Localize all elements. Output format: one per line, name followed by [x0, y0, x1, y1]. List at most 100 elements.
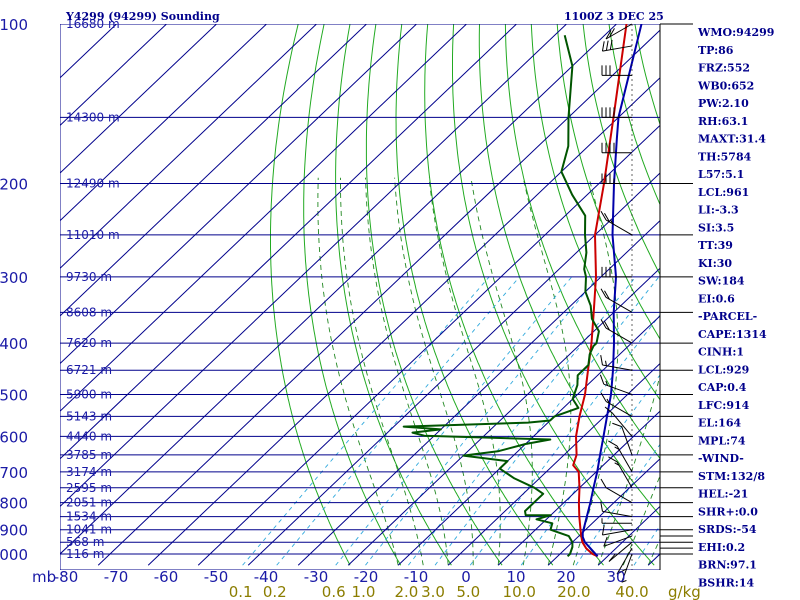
stability-index: WB0:652	[697, 79, 754, 92]
stability-index: RH:63.1	[698, 115, 748, 128]
height-label: 116 m	[66, 547, 104, 561]
wind-barb	[601, 266, 632, 278]
moist-adiabat	[340, 177, 424, 566]
height-label: 12490 m	[66, 177, 120, 191]
stability-index: LI:-3.3	[698, 204, 739, 217]
moist-adiabat	[597, 373, 660, 566]
stability-index: STM:132/8	[698, 470, 765, 483]
wind-barb-feather	[600, 355, 603, 366]
wind-barb-feather	[600, 478, 607, 488]
wind-barb-staff	[605, 23, 633, 40]
wind-barb-feather	[608, 553, 616, 562]
height-label: 9730 m	[66, 270, 112, 284]
wind-barb-feather	[609, 39, 613, 50]
pressure-tick-label: 700	[0, 464, 28, 482]
wind-barb-feather	[600, 319, 607, 329]
wind-barb-feather	[614, 462, 620, 466]
wind-barb-staff	[605, 327, 633, 344]
wind-barb-feather	[609, 28, 615, 38]
height-label: 7620 m	[66, 336, 112, 350]
wind-barb-feather	[604, 406, 614, 414]
wind-barb	[601, 518, 632, 524]
height-labels: 16680 m 14300 m 12490 m 11010 m 9730 m 8608 m…	[66, 17, 120, 561]
pressure-tick-label: 500	[0, 386, 28, 404]
stability-index: KI:30	[698, 257, 732, 270]
isotherm	[60, 24, 468, 412]
pressure-tick-label: 300	[0, 269, 28, 287]
dry-adiabat	[452, 24, 655, 566]
wind-barb-staff	[605, 487, 633, 504]
dry-adiabat	[424, 24, 604, 566]
observation-time: 1100Z 3 DEC 25	[564, 10, 664, 23]
stability-index: PW:2.10	[698, 97, 749, 110]
wind-barb	[603, 535, 633, 547]
wind-barb-feather	[600, 501, 603, 512]
temp-tick-label: 0	[461, 568, 471, 586]
stability-index: LCL:929	[698, 363, 749, 376]
height-label: 3785 m	[66, 448, 112, 462]
axis-labels: 1002003004005006007008009001000mb-80-70-…	[0, 16, 701, 600]
wind-barb	[600, 392, 633, 417]
mixing-ratio-line	[242, 276, 490, 566]
wind-barb	[608, 440, 633, 473]
stability-index: SRDS:-54	[698, 523, 757, 536]
wind-barb-feather	[606, 398, 610, 404]
wind-barb-staff	[602, 45, 633, 52]
stability-index: -PARCEL-	[698, 310, 757, 323]
wind-barb-feather	[608, 456, 618, 463]
stability-index: TH:5784	[698, 150, 752, 163]
wind-barb	[605, 23, 633, 40]
mixing-ratio-tick-label: 20.0	[557, 583, 590, 600]
wind-barb-feather	[600, 392, 607, 402]
pressure-tick-label: 400	[0, 335, 28, 353]
wind-barb	[600, 355, 633, 371]
wind-barb-staff	[602, 529, 633, 536]
wind-barb	[601, 107, 632, 118]
moist-adiabat	[470, 177, 533, 566]
stability-index: LFC:914	[698, 399, 750, 412]
wind-barb	[601, 65, 632, 76]
wind-barb	[612, 422, 633, 456]
stability-index: EHI:0.2	[698, 541, 745, 554]
stability-index: CAPE:1314	[698, 328, 767, 341]
dry-adiabat	[530, 24, 660, 401]
wind-barb-staff	[602, 364, 633, 371]
height-label: 1041 m	[66, 523, 112, 537]
pressure-tick-label: 600	[0, 428, 28, 446]
wind-barb-staff	[616, 547, 633, 575]
mixing-ratio-tick-label: 3.0	[421, 583, 445, 600]
wind-barb	[601, 525, 633, 536]
wind-barb	[600, 478, 633, 504]
mixing-ratio-tick-label: 0.1	[229, 583, 253, 600]
pressure-tick-label: 100	[0, 16, 28, 34]
stability-index: BSHR:14	[698, 576, 754, 589]
stability-index: SHR+:0.0	[698, 505, 758, 518]
stability-index: SW:184	[698, 275, 745, 288]
height-label: 3174 m	[66, 465, 112, 479]
dry-adiabat	[478, 24, 660, 517]
wind-barb-staff	[608, 541, 633, 562]
moist-adiabat	[622, 474, 660, 566]
dewpoint-profile	[402, 34, 600, 558]
temp-tick-label: -30	[304, 568, 329, 586]
pressure-tick-label: 800	[0, 495, 28, 513]
moist-adiabat	[522, 177, 572, 566]
wind-barb-staff	[616, 445, 633, 473]
stability-index: MAXT:31.4	[698, 133, 766, 146]
height-label: 16680 m	[66, 17, 120, 31]
moist-adiabat	[394, 177, 474, 566]
wind-barb-column	[599, 23, 633, 583]
stability-index: BRN:97.1	[698, 559, 757, 572]
height-label: 6721 m	[66, 363, 112, 377]
wind-barb-feather	[614, 446, 620, 450]
mixing-ratio-tick-label: 5.0	[456, 583, 480, 600]
stability-index: TP:86	[698, 44, 734, 57]
wind-barb-feather	[600, 288, 607, 298]
wind-barb-feather	[604, 212, 610, 223]
mixing-ratio-tick-label: 0.2	[263, 583, 287, 600]
isotherm	[547, 458, 660, 566]
wind-barb	[600, 501, 633, 518]
dry-adiabat	[303, 24, 402, 566]
temp-tick-label: -80	[54, 568, 79, 586]
